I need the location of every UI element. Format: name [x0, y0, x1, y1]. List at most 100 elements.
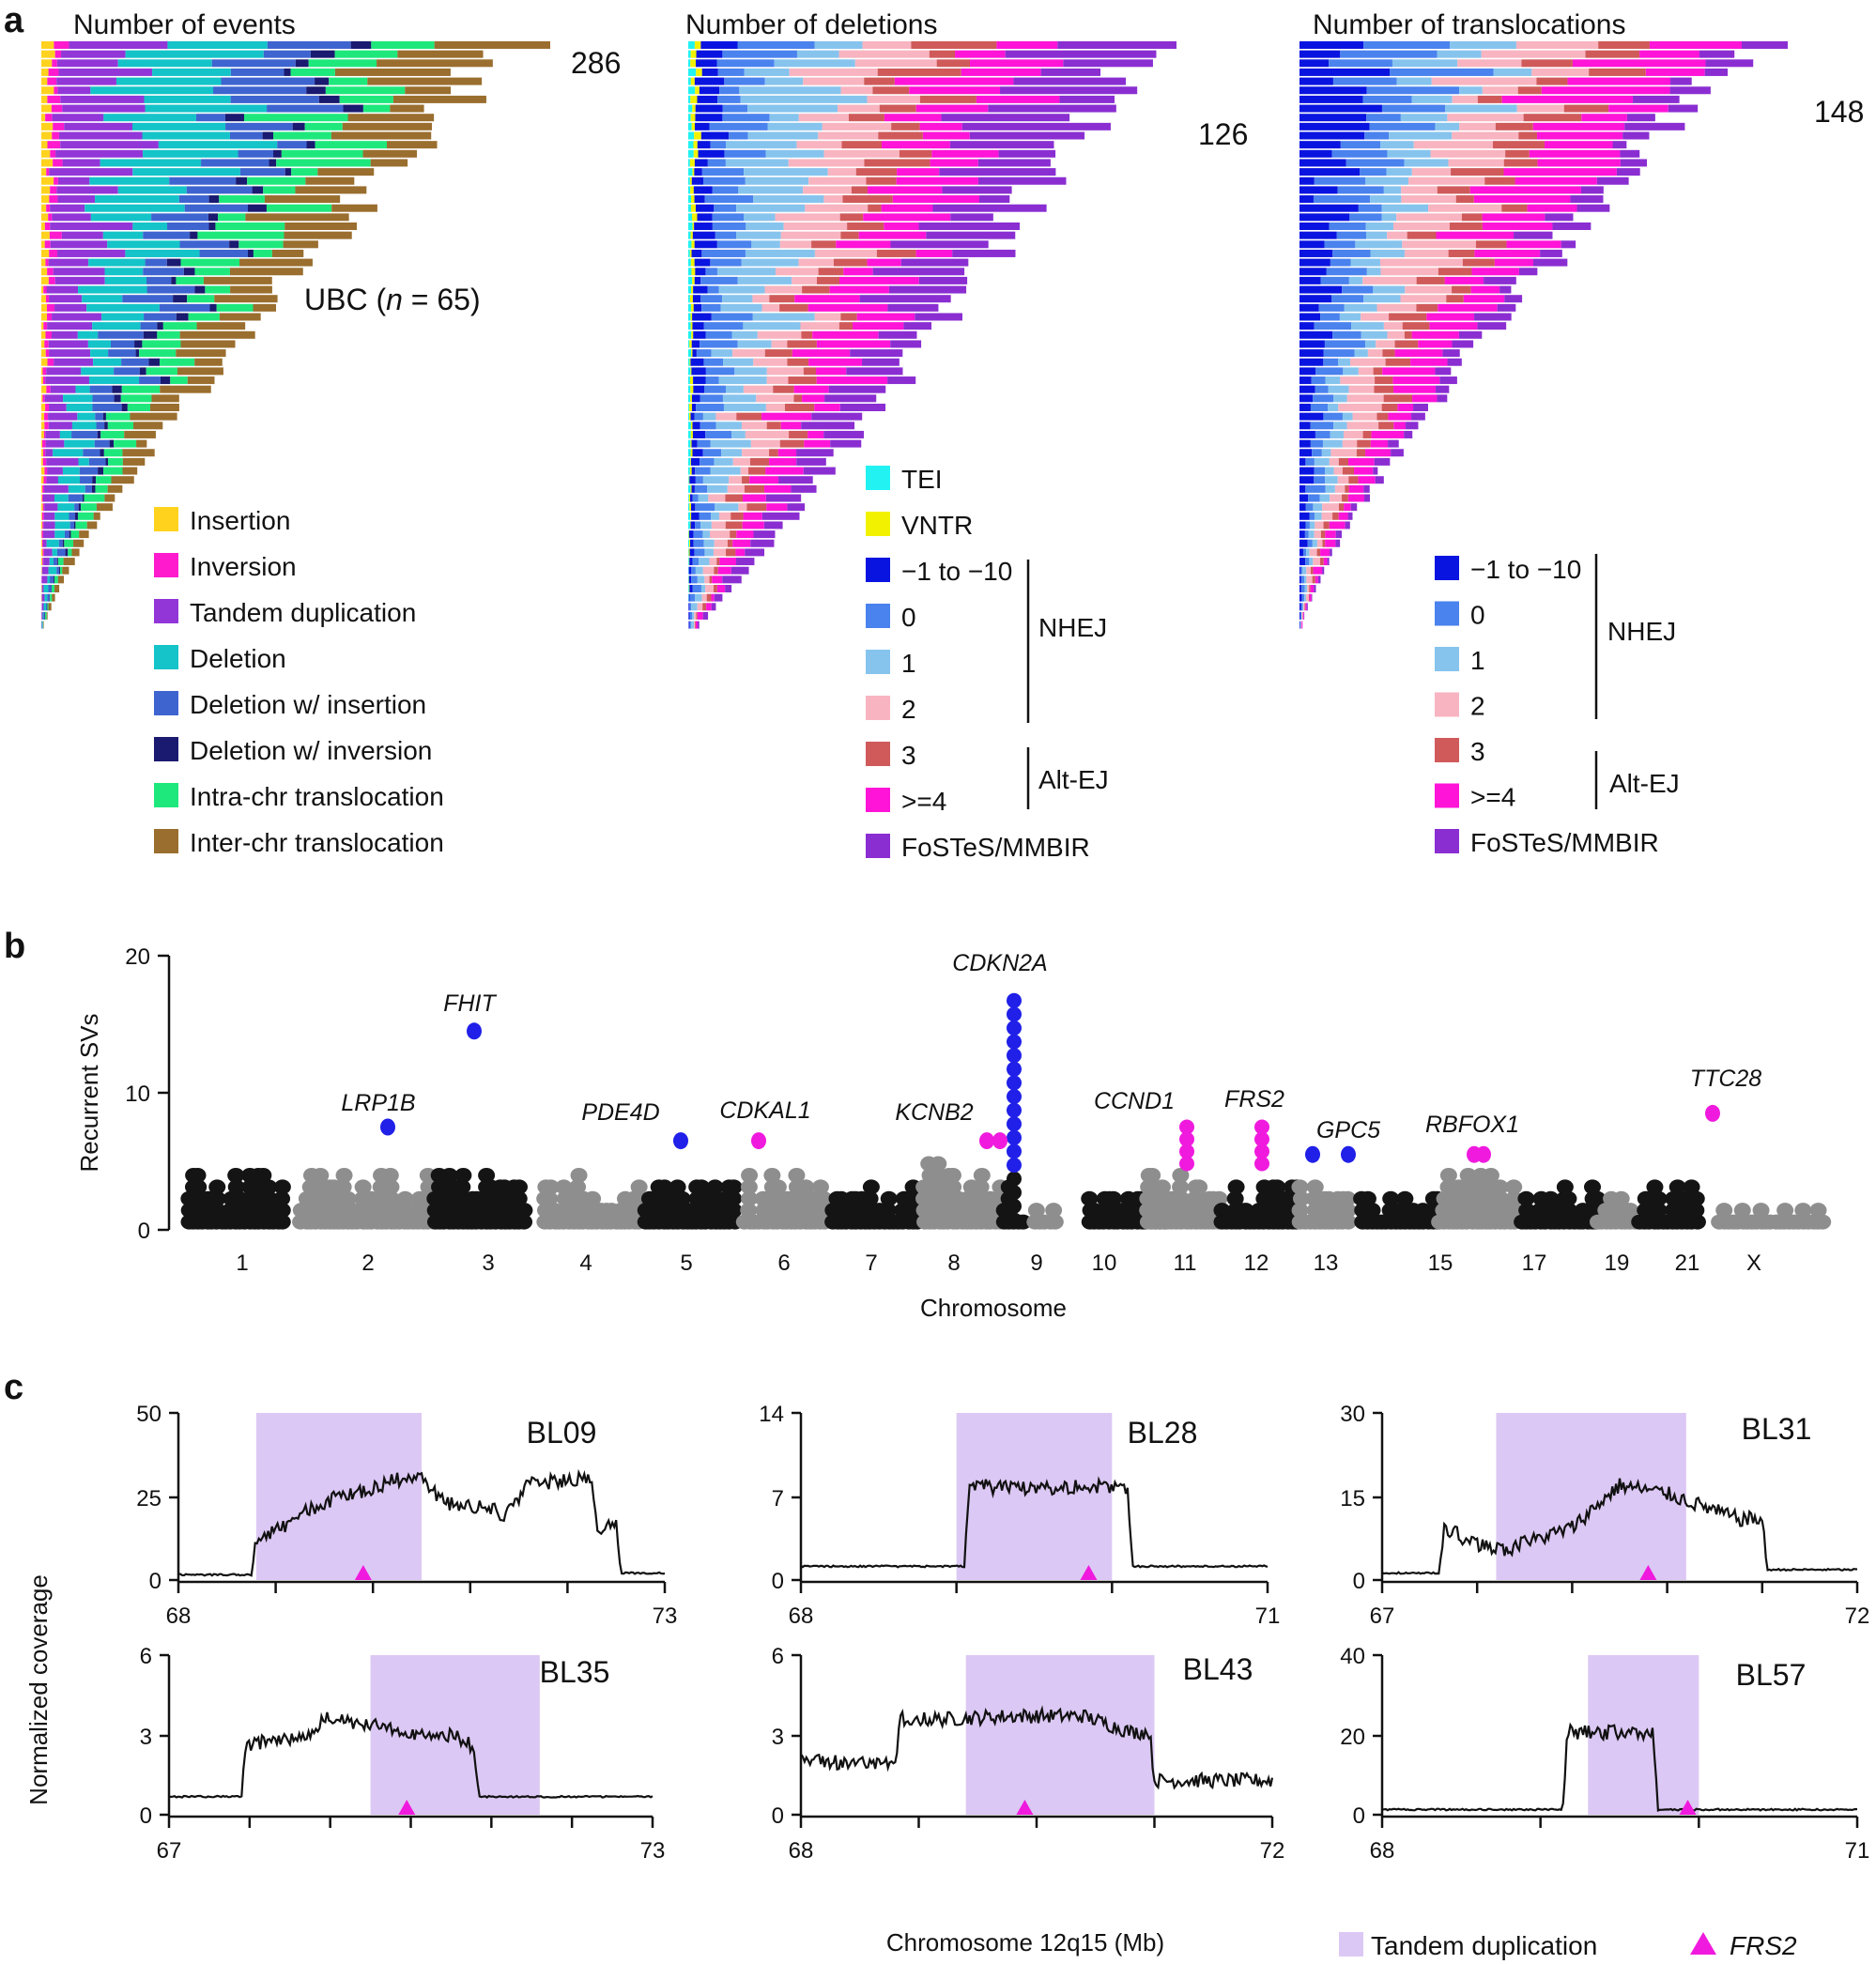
bars-deletions-segment — [814, 404, 840, 411]
bars-events-segment — [262, 131, 274, 140]
bars-deletions-segment — [700, 295, 723, 303]
coverage-ytick-label-BL09: 0 — [149, 1569, 161, 1594]
bars-translocations-segment — [1517, 86, 1542, 95]
bars-deletions-segment — [694, 168, 702, 176]
bars-translocations-segment — [1301, 621, 1303, 629]
bars-events-segment — [188, 313, 220, 321]
bars-deletions-segment — [840, 231, 859, 239]
bars-deletions-segment — [867, 258, 901, 267]
coverage-line-BL28 — [800, 1476, 1269, 1569]
bars-translocations-segment — [1320, 530, 1326, 539]
bars-deletions-segment — [691, 439, 698, 448]
bars-deletions-segment — [1059, 95, 1115, 103]
bars-translocations-segment — [1616, 168, 1640, 176]
coverage-ytick-label-BL43: 3 — [772, 1725, 784, 1750]
bars-events-segment — [263, 50, 311, 58]
bars-translocations-segment — [1350, 503, 1358, 512]
bars-translocations-segment — [1299, 249, 1333, 257]
bars-deletions-segment — [692, 168, 695, 176]
bars-deletions-segment — [793, 385, 829, 393]
sample-name-BL28: BL28 — [1128, 1416, 1198, 1450]
bars-translocations-segment — [1388, 439, 1399, 448]
bars-events-segment — [211, 59, 296, 68]
bars-deletions-segment — [840, 86, 873, 95]
bars-translocations-segment — [1299, 176, 1315, 185]
bars-deletions-segment — [977, 176, 1067, 185]
manhattan-ytick-label-20: 20 — [125, 944, 150, 970]
bars-deletions-segment — [690, 204, 696, 212]
bars-translocations-segment — [1366, 231, 1388, 239]
bars-deletions-segment — [1057, 41, 1176, 49]
frs2-marker-BL57 — [1679, 1800, 1697, 1815]
bars-events-segment — [82, 494, 85, 502]
bars-events-segment — [117, 59, 212, 68]
manhattan-point — [1505, 1179, 1523, 1195]
bars-events-segment — [91, 484, 96, 493]
bars-events-segment — [44, 412, 49, 421]
bars-events-segment — [54, 494, 69, 502]
bars-events-segment — [43, 558, 50, 566]
manhattan-point — [763, 1167, 781, 1183]
bars-deletions-segment — [744, 68, 790, 76]
manhattan-ytick-label-0: 0 — [138, 1219, 150, 1244]
bars-translocations-segment — [1342, 494, 1348, 502]
bars-translocations-segment — [1506, 240, 1561, 249]
bars-deletions-segment — [690, 322, 693, 330]
bars-translocations-segment — [1393, 222, 1450, 230]
manhattan-point — [541, 1190, 559, 1206]
bars-events-segment — [284, 68, 291, 76]
bars-deletions-segment — [942, 186, 1012, 194]
bars-events-segment — [271, 249, 304, 257]
bars-deletions-segment — [969, 131, 1085, 140]
bars-translocations-segment — [1388, 412, 1412, 421]
bars-events-segment — [58, 566, 60, 575]
td-legend-label: Tandem duplication — [1371, 1931, 1597, 1960]
bars-deletions-segment — [712, 186, 739, 194]
bars-translocations-segment — [1361, 330, 1388, 339]
bars-translocations-segment — [1392, 59, 1458, 68]
manhattan-point — [861, 1190, 879, 1206]
bars-translocations-segment — [1436, 385, 1450, 393]
bars-deletions-segment — [707, 484, 728, 493]
bars-deletions-segment — [851, 186, 869, 194]
bars-events-segment — [41, 585, 44, 592]
bars-translocations-segment — [1383, 322, 1403, 330]
bars-translocations-segment — [1364, 494, 1371, 502]
gene-label-FRS2: FRS2 — [1224, 1086, 1284, 1112]
manhattan-point — [1814, 1214, 1832, 1230]
bars-deletions-segment — [702, 476, 730, 484]
bars-events-segment — [41, 539, 43, 547]
bars-translocations-segment — [1437, 186, 1470, 194]
bars-deletions-segment — [690, 367, 692, 376]
bars-deletions-segment — [689, 585, 693, 592]
bars-deletions-segment — [787, 503, 806, 512]
bars-deletions-segment — [903, 322, 932, 330]
bars-deletions-segment — [694, 131, 701, 140]
manhattan-point — [515, 1203, 533, 1219]
bars-deletions-segment — [900, 258, 969, 267]
bars-translocations-segment — [1325, 476, 1338, 484]
bars-events-segment — [71, 430, 98, 438]
bars-translocations-segment — [1300, 566, 1303, 575]
bars-events-segment — [343, 104, 363, 113]
manhattan-point — [1542, 1190, 1560, 1206]
bars-translocations-segment — [1345, 484, 1349, 493]
manhattan-point — [1683, 1179, 1700, 1195]
bars-deletions-segment — [697, 439, 711, 448]
bars-deletions-segment — [689, 376, 694, 385]
manhattan-point — [208, 1190, 226, 1206]
bars-translocations-segment — [1346, 394, 1384, 403]
bars-events-segment — [57, 176, 90, 185]
bars-translocations-segment — [1475, 240, 1507, 249]
bars-deletions-segment — [792, 349, 851, 358]
bars-translocations-segment — [1589, 68, 1646, 76]
bars-deletions-segment — [745, 548, 765, 557]
bars-deletions-segment — [689, 295, 693, 303]
bars-events-segment — [194, 285, 206, 294]
bars-events-segment — [71, 422, 97, 430]
bars-events-segment — [42, 521, 44, 529]
bars-translocations-segment — [1314, 176, 1366, 185]
deletions-legend-label-5: 2 — [901, 695, 916, 724]
bars-translocations-segment — [1299, 449, 1313, 457]
bars-translocations-segment — [1310, 566, 1314, 575]
